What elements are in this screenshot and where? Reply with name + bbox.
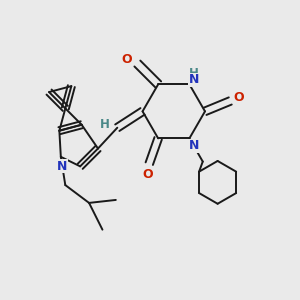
Text: O: O <box>234 92 244 104</box>
Text: H: H <box>100 118 110 130</box>
Text: H: H <box>189 67 199 80</box>
Text: O: O <box>142 168 153 181</box>
Text: N: N <box>57 160 68 173</box>
Text: N: N <box>189 139 199 152</box>
Text: N: N <box>189 74 199 86</box>
Text: O: O <box>122 52 132 66</box>
